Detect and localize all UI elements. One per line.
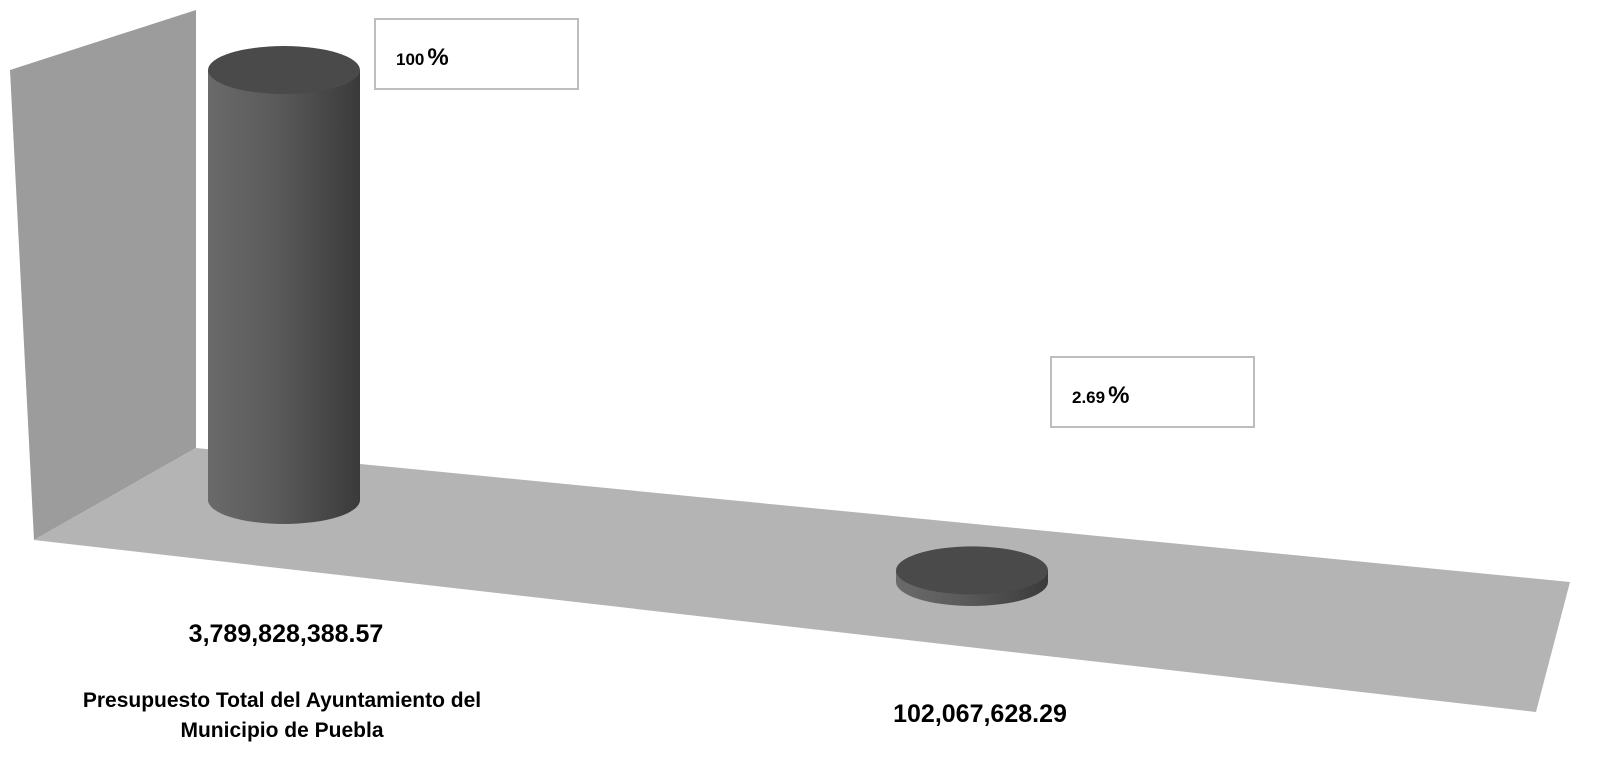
category-label-1: Presupuesto Total del Ayuntamiento del M… xyxy=(82,689,482,742)
percent-label-box-1: 100% xyxy=(374,18,579,90)
bar-top-1 xyxy=(208,46,360,94)
chart-floor xyxy=(34,448,1570,712)
value-label-1: 3,789,828,388.57 xyxy=(188,620,384,648)
chart-back-wall xyxy=(10,10,196,540)
percent-label-2-number: 2.69 xyxy=(1072,388,1106,407)
bar-top-2 xyxy=(896,546,1048,595)
chart-bars xyxy=(208,46,1048,606)
value-label-2: 102,067,628.29 xyxy=(893,700,1067,728)
percent-label-1-sign: % xyxy=(427,44,449,71)
percent-label-box-2: 2.69% xyxy=(1050,356,1255,428)
percent-label-1-number: 100 xyxy=(396,50,425,69)
percent-label-2-sign: % xyxy=(1108,382,1130,409)
bar-cylinder-1 xyxy=(208,70,360,524)
